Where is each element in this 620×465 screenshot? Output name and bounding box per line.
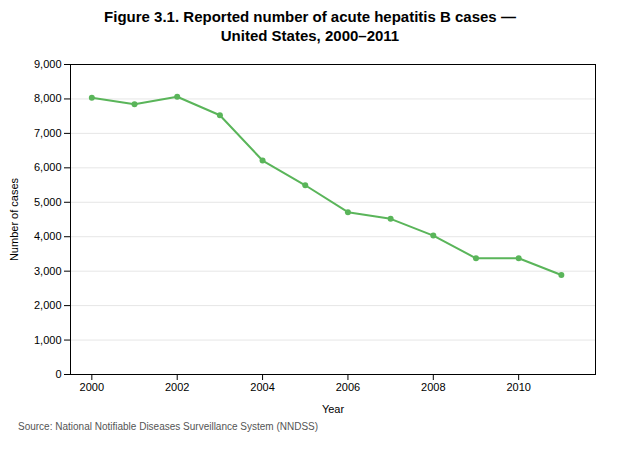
- html-text:Source: National Notifiable Di: Source: National Notifiable Diseases Sur…: [18, 421, 319, 432]
- svg-text:6,000: 6,000: [34, 161, 62, 173]
- svg-text:1,000: 1,000: [34, 334, 62, 346]
- svg-text:2,000: 2,000: [34, 299, 62, 311]
- svg-text:2008: 2008: [421, 381, 445, 393]
- svg-text:2006: 2006: [336, 381, 360, 393]
- svg-text:0: 0: [55, 368, 61, 380]
- svg-text:2002: 2002: [165, 381, 189, 393]
- svg-text:5,000: 5,000: [34, 196, 62, 208]
- html-text:Figure 3.1. Reported number of: Figure 3.1. Reported number of acute hep…: [104, 8, 516, 25]
- svg-text:Year: Year: [322, 403, 345, 415]
- svg-text:2010: 2010: [506, 381, 530, 393]
- svg-text:3,000: 3,000: [34, 265, 62, 277]
- svg-text:9,000: 9,000: [34, 58, 62, 70]
- svg-text:4,000: 4,000: [34, 230, 62, 242]
- svg-text:7,000: 7,000: [34, 127, 62, 139]
- html-text:United States, 2000–2011: United States, 2000–2011: [220, 27, 400, 44]
- svg-text:Number of cases: Number of cases: [8, 177, 20, 261]
- svg-text:2000: 2000: [80, 381, 104, 393]
- svg-text:2004: 2004: [250, 381, 274, 393]
- svg-text:8,000: 8,000: [34, 92, 62, 104]
